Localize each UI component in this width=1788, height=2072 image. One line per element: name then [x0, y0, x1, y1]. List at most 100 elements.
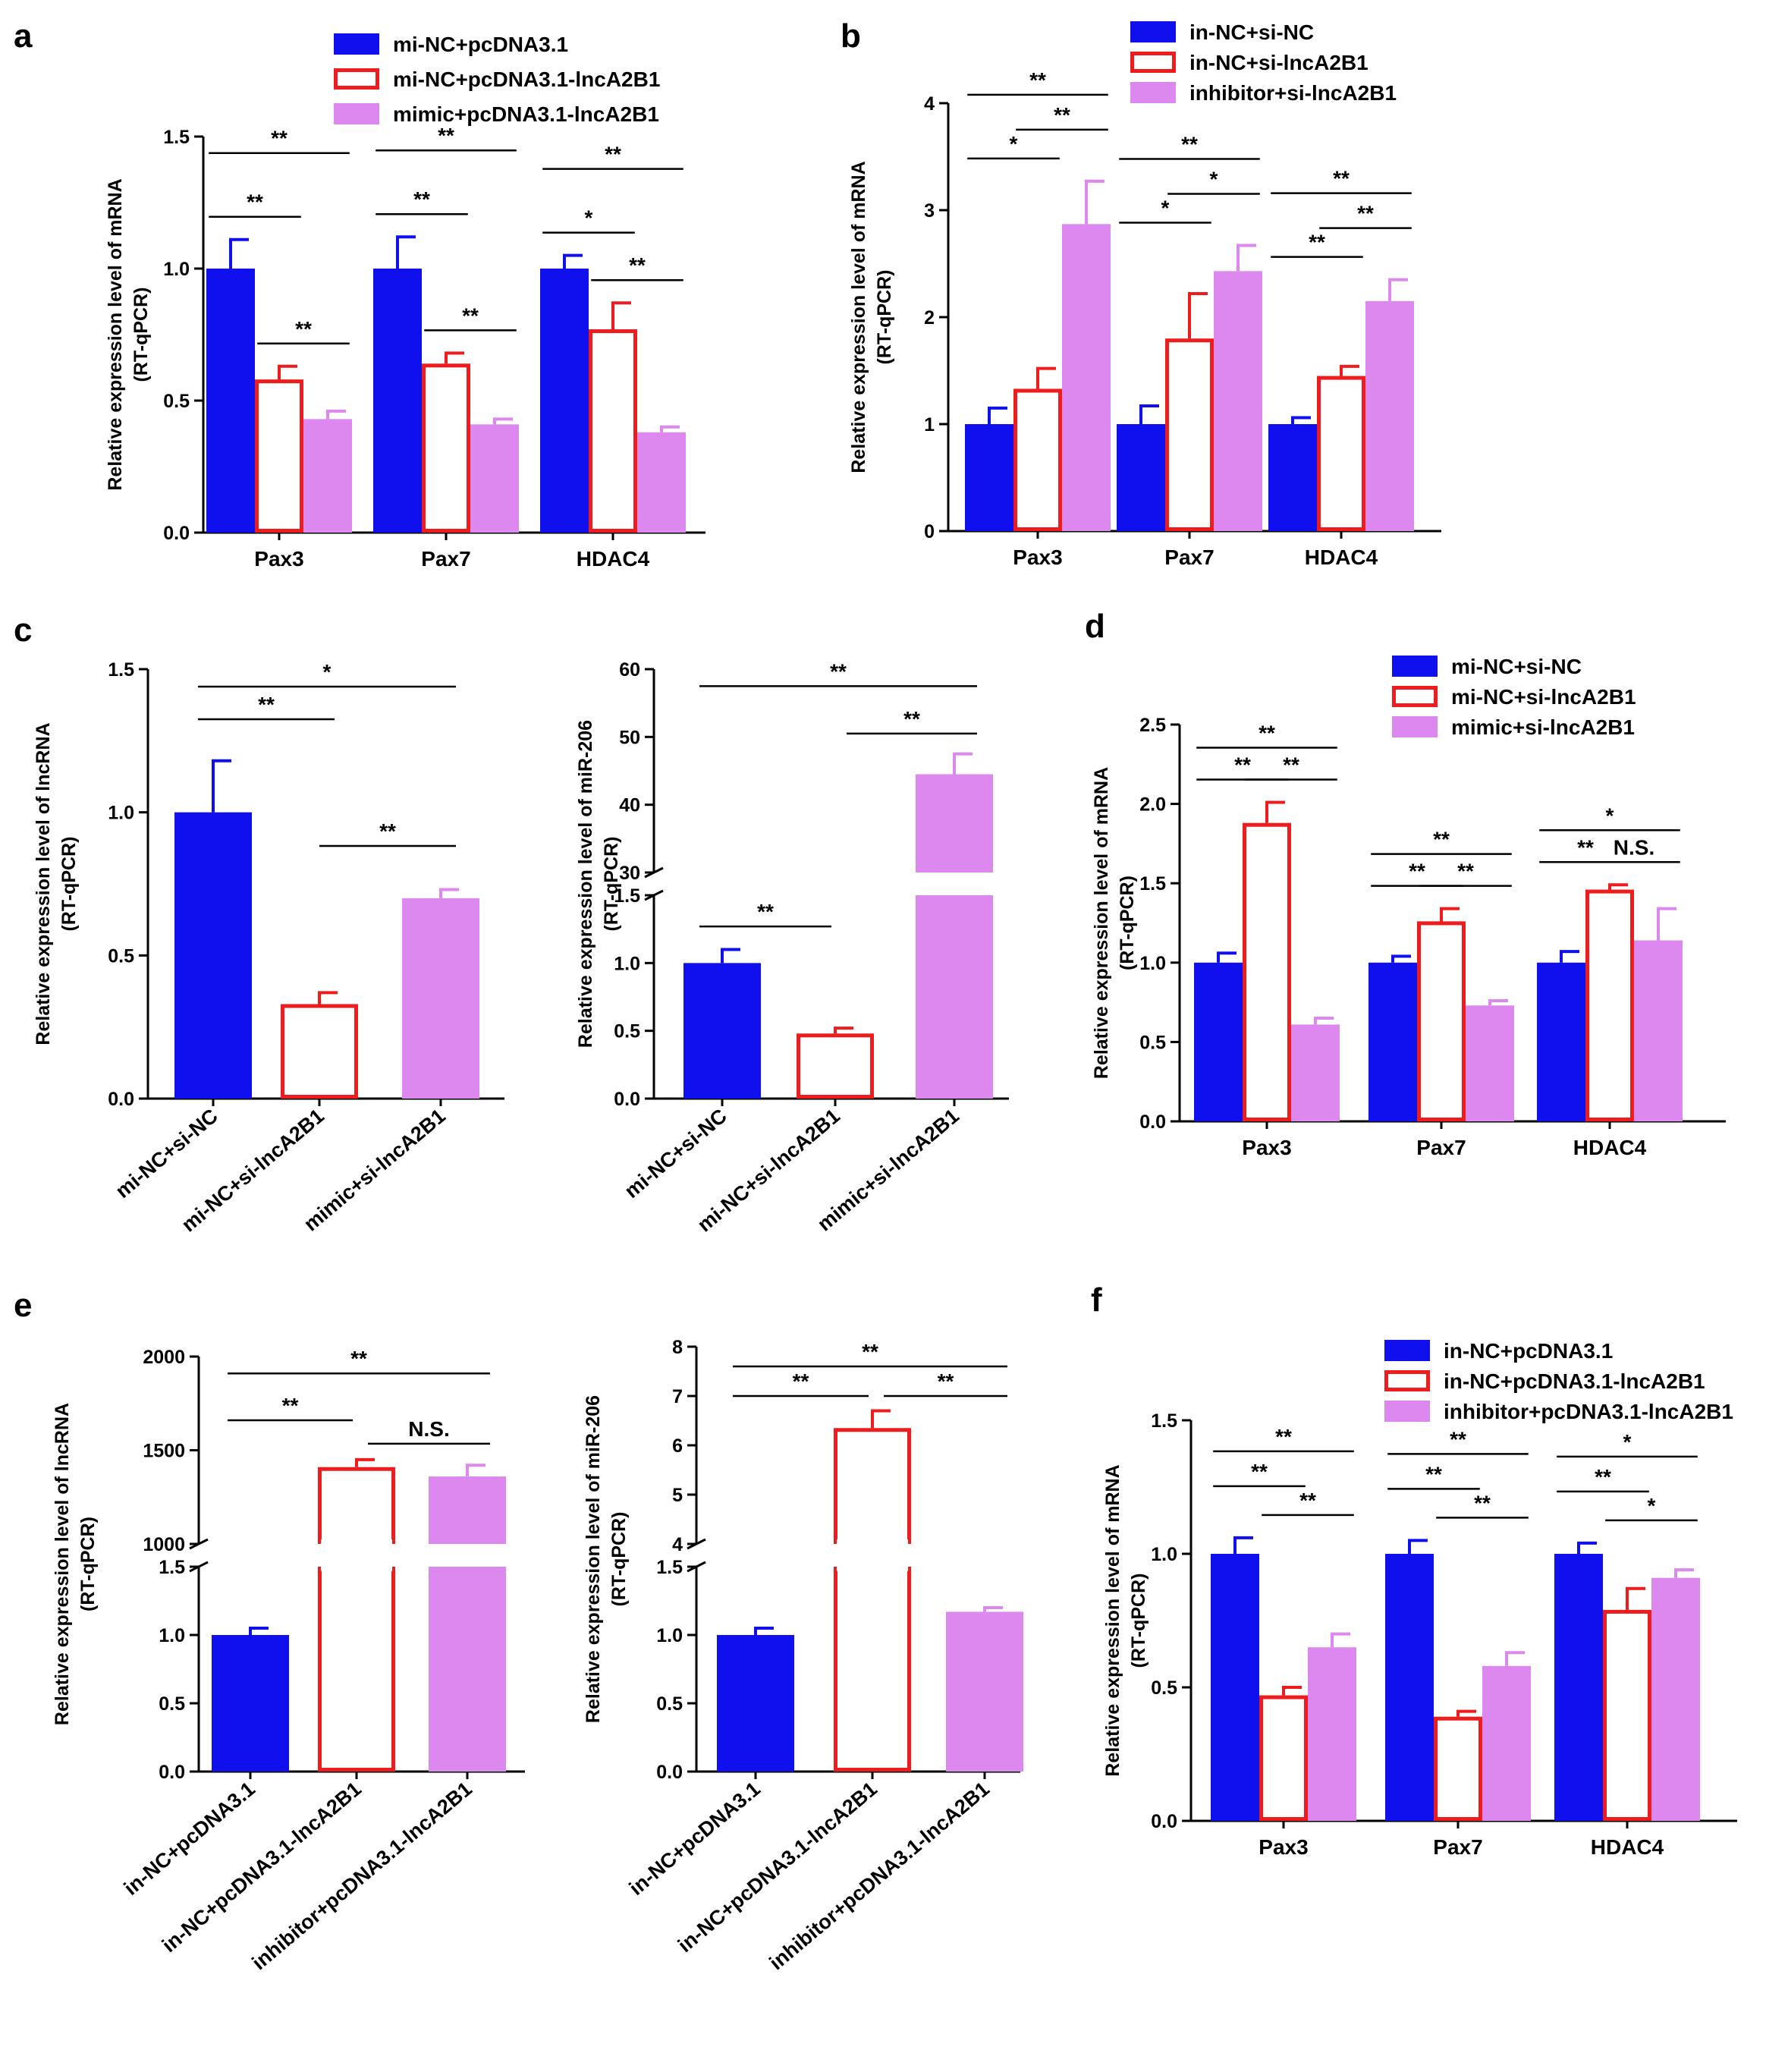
- x-tick-label: inhibitor+pcDNA3.1-lncA2B1: [765, 1778, 993, 1975]
- bar-hdac4-red: [589, 329, 637, 533]
- bar-pax3-red: [1243, 822, 1291, 1121]
- bar-pax3-blue: [1194, 962, 1243, 1122]
- bar-hdac4-red: [1603, 1609, 1651, 1821]
- y-tick-label: 1.5: [1151, 1410, 1177, 1432]
- significance-label: *: [1210, 168, 1218, 191]
- y-tick-label: 2.0: [1139, 794, 1166, 816]
- bar-hdac4-blue: [1537, 962, 1585, 1122]
- y-axis-label: Relative expression level of mRNA: [105, 178, 126, 490]
- significance-label: **: [1433, 828, 1450, 851]
- x-tick-label: Pax7: [1433, 1835, 1482, 1859]
- bar-hdac4-pink: [1634, 940, 1683, 1121]
- y-axis-label: (RT-qPCR): [130, 288, 152, 382]
- bar-pink: [402, 898, 479, 1099]
- bar-lower-pink: [916, 895, 993, 1099]
- y-tick-label: 0.0: [159, 1762, 185, 1783]
- y-axis-label: (RT-qPCR): [1117, 876, 1138, 970]
- significance-label: **: [862, 1340, 878, 1363]
- legend-swatch-red: [1392, 686, 1438, 707]
- y-tick-label: 1.0: [1151, 1544, 1177, 1565]
- y-tick-label: 1.5: [1139, 873, 1166, 895]
- significance-label: **: [379, 819, 396, 843]
- y-tick-label: 0.5: [656, 1693, 683, 1715]
- significance-label: **: [938, 1369, 954, 1393]
- bar-pax3-pink: [1291, 1024, 1340, 1121]
- bar-hdac4-blue: [1268, 424, 1317, 531]
- significance-label: **: [757, 900, 774, 923]
- y-tick-label: 0.0: [614, 1089, 640, 1110]
- significance-label: **: [1357, 202, 1374, 225]
- bar-hdac4-blue: [540, 269, 589, 533]
- significance-label: *: [323, 660, 332, 684]
- x-tick-label: Pax7: [1164, 546, 1214, 569]
- bar-blue: [212, 1635, 289, 1772]
- significance-label: *: [1648, 1494, 1656, 1517]
- significance-label: **: [1275, 1425, 1292, 1448]
- significance-label: *: [1010, 132, 1018, 156]
- significance-label: **: [1333, 167, 1350, 190]
- y-tick-label: 4: [672, 1534, 683, 1555]
- bar-lower-pink: [429, 1567, 506, 1772]
- y-tick-label: 2: [924, 307, 935, 329]
- y-tick-label: 1.0: [614, 953, 640, 974]
- x-tick-label: Pax7: [421, 547, 470, 571]
- bar-pax7-red: [1434, 1716, 1482, 1821]
- significance-label: **: [1457, 860, 1474, 883]
- y-tick-label: 1: [924, 414, 935, 435]
- legend-swatch-blue: [1384, 1340, 1430, 1361]
- legend-swatch-red: [1130, 52, 1176, 73]
- significance-label: **: [1425, 1462, 1442, 1486]
- significance-label: **: [1054, 103, 1070, 127]
- x-tick-label: Pax7: [1416, 1136, 1466, 1159]
- y-tick-label: 1000: [143, 1534, 185, 1555]
- bar-pax7-pink: [470, 424, 519, 533]
- bar-upper-red: [318, 1467, 395, 1544]
- x-tick-label: Pax3: [254, 547, 303, 571]
- y-axis-label: (RT-qPCR): [1128, 1574, 1149, 1668]
- y-tick-label: 1.0: [163, 259, 190, 280]
- y-tick-label: 0: [924, 521, 935, 542]
- y-tick-label: 0.5: [163, 391, 190, 412]
- bar-pax7-blue: [373, 269, 422, 533]
- panel-label-c1: c: [14, 612, 32, 649]
- significance-label: **: [793, 1369, 809, 1393]
- significance-label: *: [1161, 197, 1170, 220]
- significance-label: *: [1623, 1430, 1632, 1454]
- significance-label: **: [1299, 1489, 1316, 1512]
- y-tick-label: 0.5: [159, 1693, 185, 1715]
- significance-label: **: [830, 659, 847, 683]
- y-tick-label: 1.0: [1139, 953, 1166, 974]
- bar-pax7-blue: [1117, 424, 1165, 531]
- bar-red: [281, 1004, 358, 1099]
- bar-pax7-pink: [1214, 271, 1262, 531]
- y-tick-label: 2000: [143, 1347, 185, 1368]
- panel-label-d: d: [1085, 608, 1105, 645]
- y-tick-label: 1.5: [614, 885, 640, 907]
- bar-hdac4-red: [1317, 376, 1365, 531]
- significance-label: **: [438, 124, 454, 147]
- bar-hdac4-pink: [637, 432, 686, 533]
- x-tick-label: HDAC4: [1305, 546, 1378, 569]
- bar-pax3-red: [1259, 1695, 1308, 1822]
- y-tick-label: 30: [619, 863, 640, 884]
- y-tick-label: 4: [924, 93, 935, 115]
- x-tick-label: inhibitor+pcDNA3.1-lncA2B1: [247, 1778, 476, 1975]
- significance-label: *: [585, 206, 593, 230]
- significance-label: **: [258, 693, 275, 716]
- y-tick-label: 7: [672, 1386, 683, 1407]
- bar-lower-red: [834, 1567, 911, 1772]
- y-tick-label: 1.5: [108, 659, 134, 681]
- x-tick-label: mi-NC+si-NC: [112, 1105, 222, 1203]
- panel-label-b: b: [841, 17, 861, 55]
- y-tick-label: 1.0: [159, 1625, 185, 1646]
- y-tick-label: 0.0: [1139, 1111, 1166, 1133]
- y-tick-label: 5: [672, 1485, 683, 1506]
- significance-label: **: [1309, 231, 1325, 254]
- y-tick-label: 1.0: [656, 1625, 683, 1646]
- panel-label-e1: e: [14, 1287, 32, 1324]
- significance-label: **: [1474, 1491, 1491, 1514]
- bar-hdac4-red: [1585, 889, 1634, 1121]
- significance-label: **: [247, 190, 263, 214]
- y-tick-label: 1.5: [163, 127, 190, 148]
- x-tick-label: Pax3: [1013, 546, 1062, 569]
